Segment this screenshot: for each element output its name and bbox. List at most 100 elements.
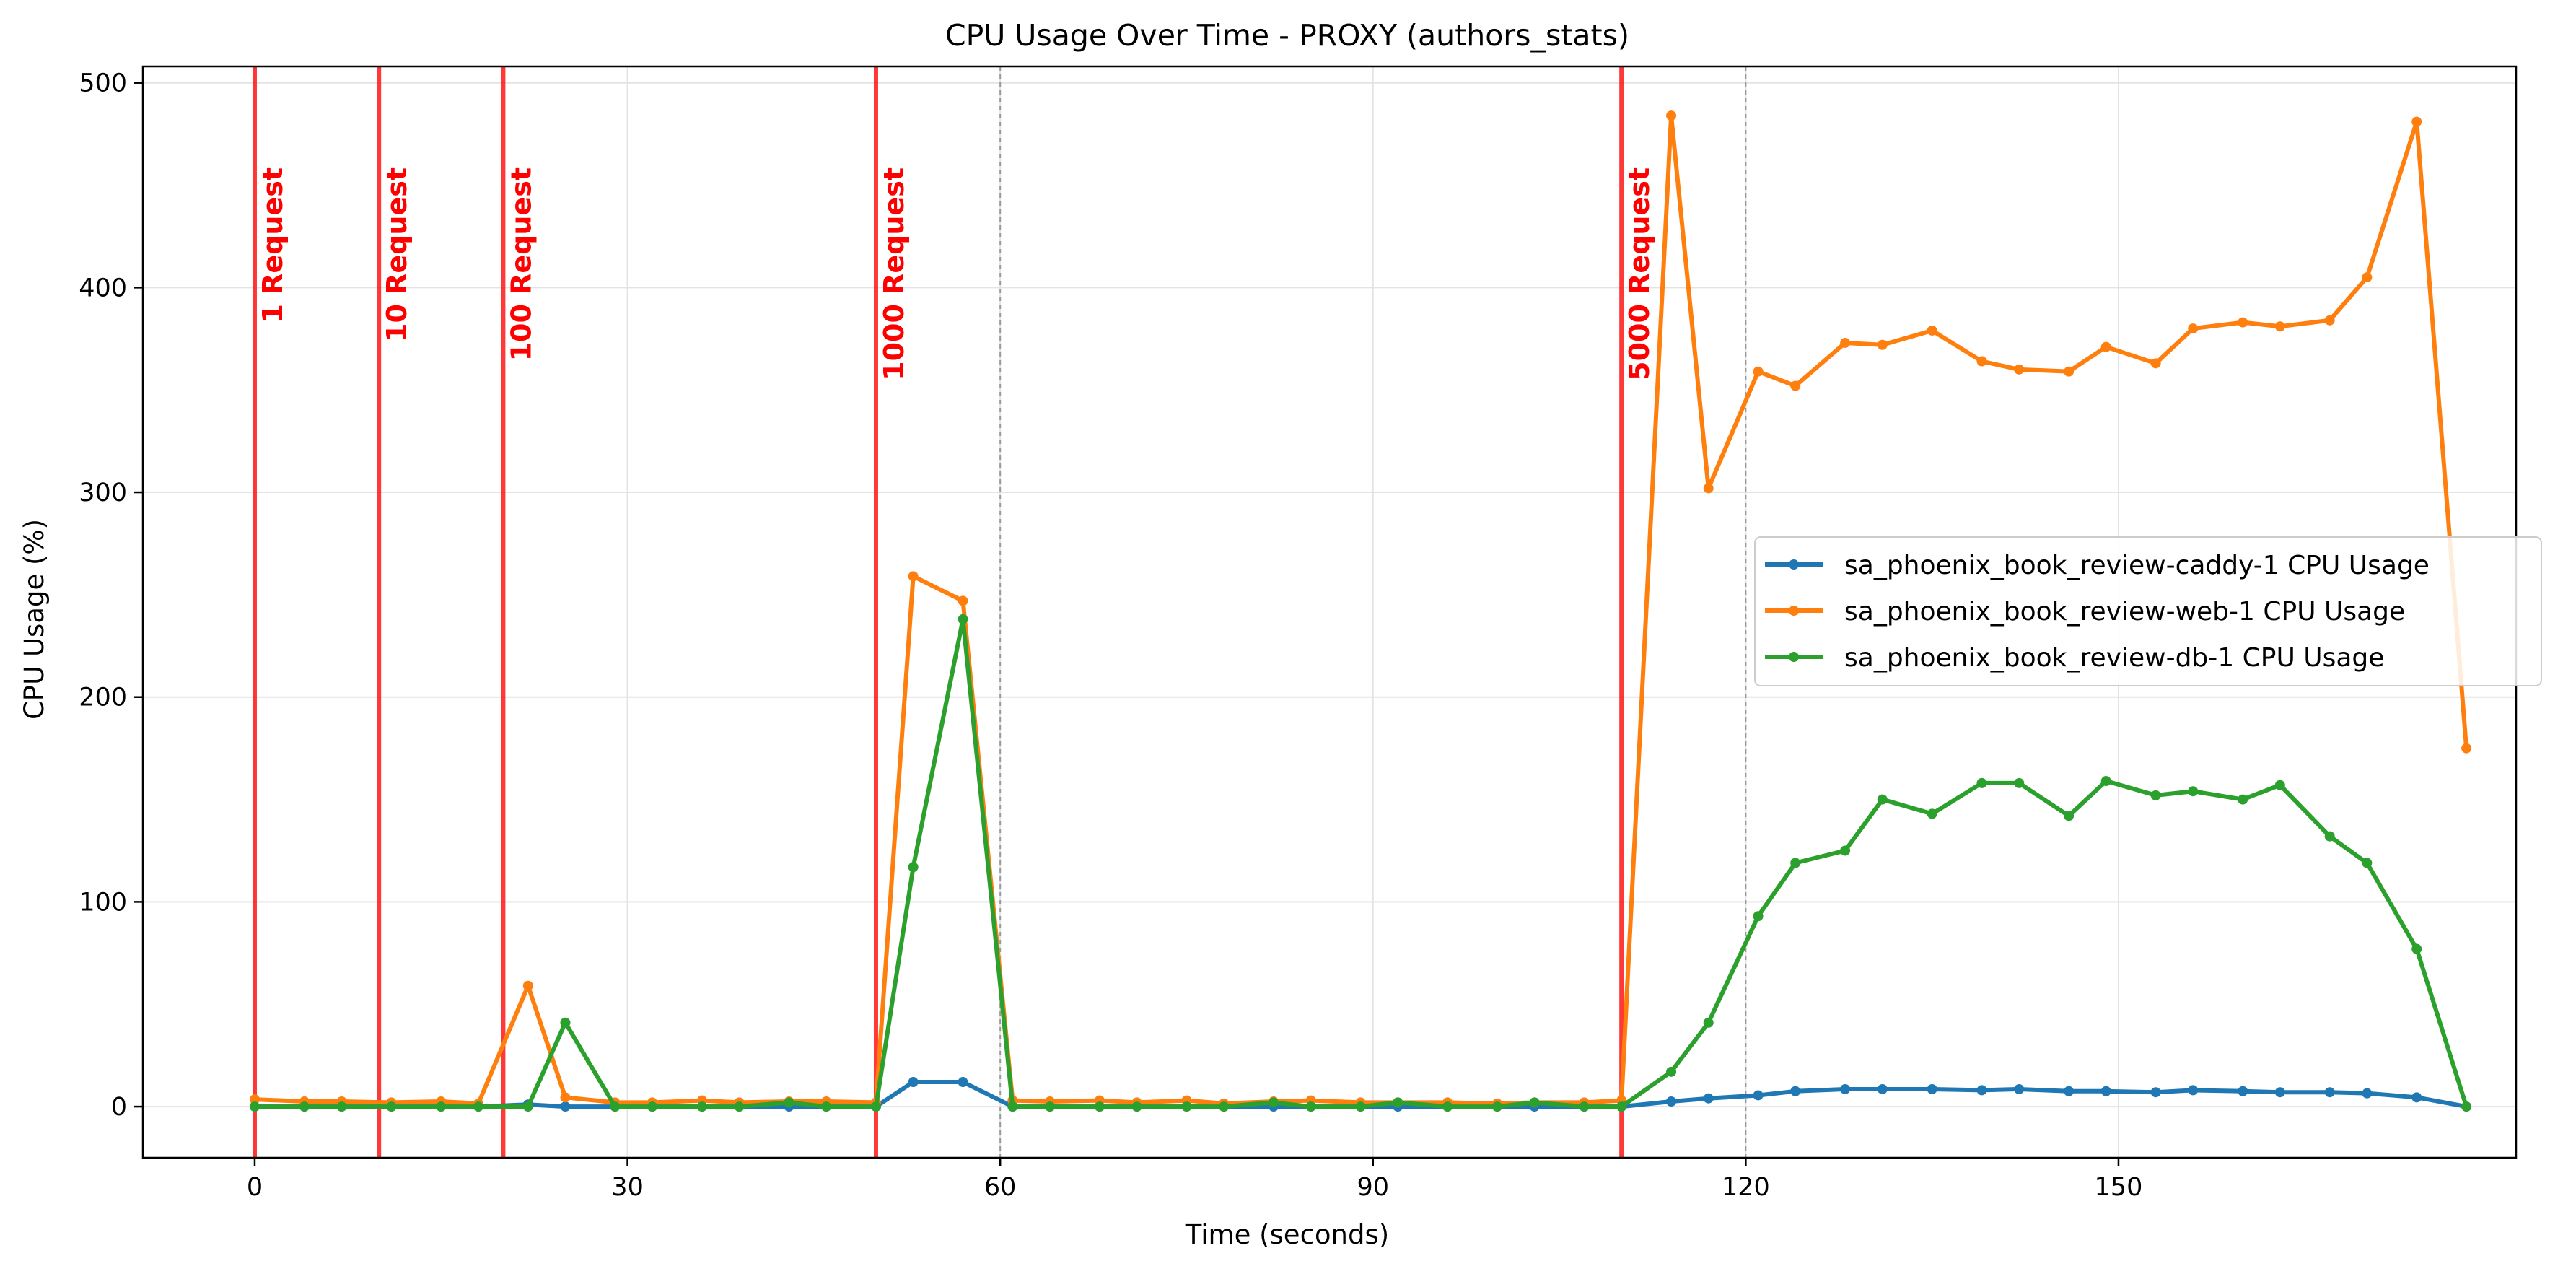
data-point — [1790, 380, 1801, 391]
data-point — [647, 1101, 658, 1112]
data-point — [1045, 1101, 1056, 1112]
data-point — [2324, 831, 2335, 842]
data-point — [560, 1101, 571, 1112]
data-point — [1219, 1101, 1230, 1112]
data-point — [1753, 1090, 1764, 1101]
data-point — [1131, 1101, 1142, 1112]
data-point — [1840, 1083, 1851, 1094]
event-label: 10 Request — [381, 167, 413, 342]
data-point — [1666, 1096, 1677, 1107]
x-axis-label: Time (seconds) — [1185, 1219, 1389, 1250]
data-point — [522, 1101, 533, 1112]
data-point — [1753, 911, 1764, 922]
data-point — [1491, 1101, 1502, 1112]
data-point — [2188, 323, 2199, 334]
event-label: 1000 Request — [878, 167, 910, 380]
x-tick-label: 120 — [1722, 1173, 1770, 1202]
data-point — [2274, 780, 2285, 790]
data-point — [1877, 339, 1888, 350]
legend-entry: sa_phoenix_book_review-caddy-1 CPU Usage — [1844, 551, 2430, 580]
data-point — [336, 1101, 347, 1112]
data-point — [1579, 1101, 1590, 1112]
legend-marker — [1789, 606, 1799, 616]
x-tick-label: 90 — [1357, 1173, 1389, 1202]
legend-entry: sa_phoenix_book_review-db-1 CPU Usage — [1844, 643, 2384, 673]
data-point — [734, 1101, 745, 1112]
data-point — [696, 1101, 707, 1112]
data-point — [249, 1094, 260, 1105]
data-point — [1877, 1083, 1888, 1094]
y-axis-ticks: 0 100 200 300 400 500 — [79, 69, 143, 1122]
data-point — [522, 980, 533, 991]
data-point — [1840, 337, 1851, 348]
y-tick-label: 0 — [111, 1093, 127, 1122]
data-point — [958, 614, 968, 624]
data-point — [2362, 1088, 2373, 1099]
legend-marker — [1789, 652, 1799, 662]
data-point — [2461, 1101, 2472, 1112]
data-point — [2064, 1086, 2075, 1096]
data-point — [1181, 1101, 1192, 1112]
event-label: 100 Request — [505, 167, 537, 361]
legend-marker — [1789, 559, 1799, 570]
data-point — [2411, 116, 2422, 127]
data-point — [1790, 1086, 1801, 1096]
x-axis-ticks: 0 30 60 90 120 150 — [247, 1158, 2143, 1202]
y-tick-label: 200 — [79, 684, 127, 712]
data-point — [1927, 325, 1937, 336]
x-tick-label: 60 — [984, 1173, 1017, 1202]
y-tick-label: 500 — [79, 69, 127, 98]
data-point — [1927, 808, 1937, 819]
data-point — [1976, 356, 1987, 367]
data-point — [1305, 1101, 1316, 1112]
grid-lines — [143, 66, 2516, 1158]
data-point — [473, 1101, 483, 1112]
data-point — [1753, 366, 1764, 377]
data-point — [1269, 1097, 1279, 1108]
data-point — [1393, 1097, 1403, 1108]
data-point — [1703, 1017, 1714, 1028]
data-point — [2274, 321, 2285, 332]
data-point — [299, 1101, 310, 1112]
data-point — [560, 1017, 571, 1028]
data-point — [2461, 743, 2472, 754]
data-point — [2150, 790, 2161, 800]
x-tick-label: 150 — [2095, 1173, 2143, 1202]
data-point — [2100, 776, 2111, 787]
data-point — [2188, 1085, 2199, 1096]
data-point — [1666, 110, 1677, 121]
data-point — [1094, 1101, 1105, 1112]
chart-title: CPU Usage Over Time - PROXY (authors_sta… — [945, 18, 1629, 53]
legend-entry: sa_phoenix_book_review-web-1 CPU Usage — [1844, 597, 2405, 627]
data-point — [2362, 858, 2373, 868]
data-point — [1790, 858, 1801, 868]
data-point — [2014, 364, 2025, 375]
data-point — [784, 1097, 794, 1108]
data-point — [821, 1101, 832, 1112]
data-point — [908, 571, 919, 582]
data-point — [908, 862, 919, 873]
data-point — [1442, 1101, 1453, 1112]
data-point — [560, 1092, 571, 1103]
data-point — [1976, 777, 1987, 788]
legend: sa_phoenix_book_review-caddy-1 CPU Usage… — [1754, 536, 2542, 686]
y-axis-label: CPU Usage (%) — [19, 519, 50, 720]
data-point — [1007, 1101, 1018, 1112]
data-point — [2238, 317, 2248, 328]
x-tick-label: 0 — [247, 1173, 263, 1202]
data-point — [2362, 272, 2373, 283]
data-point — [2411, 1092, 2422, 1103]
data-point — [249, 1101, 260, 1112]
data-point — [958, 1077, 968, 1088]
data-point — [610, 1101, 621, 1112]
data-point — [870, 1101, 881, 1112]
data-point — [1355, 1101, 1366, 1112]
data-point — [2100, 1086, 2111, 1096]
data-point — [1666, 1066, 1677, 1077]
legend-box — [1754, 536, 2542, 686]
data-point — [2411, 943, 2422, 954]
data-point — [2238, 794, 2248, 805]
event-label: 5000 Request — [1624, 167, 1655, 380]
data-point — [436, 1101, 447, 1112]
